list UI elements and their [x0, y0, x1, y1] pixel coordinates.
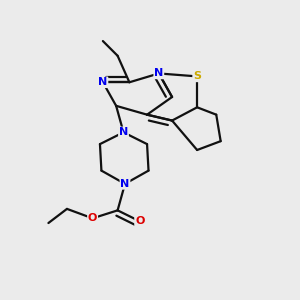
Text: O: O: [135, 216, 144, 226]
Text: N: N: [154, 68, 164, 78]
Text: N: N: [120, 179, 130, 189]
Text: S: S: [193, 71, 201, 81]
Text: N: N: [119, 127, 128, 137]
Text: O: O: [88, 213, 97, 223]
Text: N: N: [98, 77, 107, 87]
